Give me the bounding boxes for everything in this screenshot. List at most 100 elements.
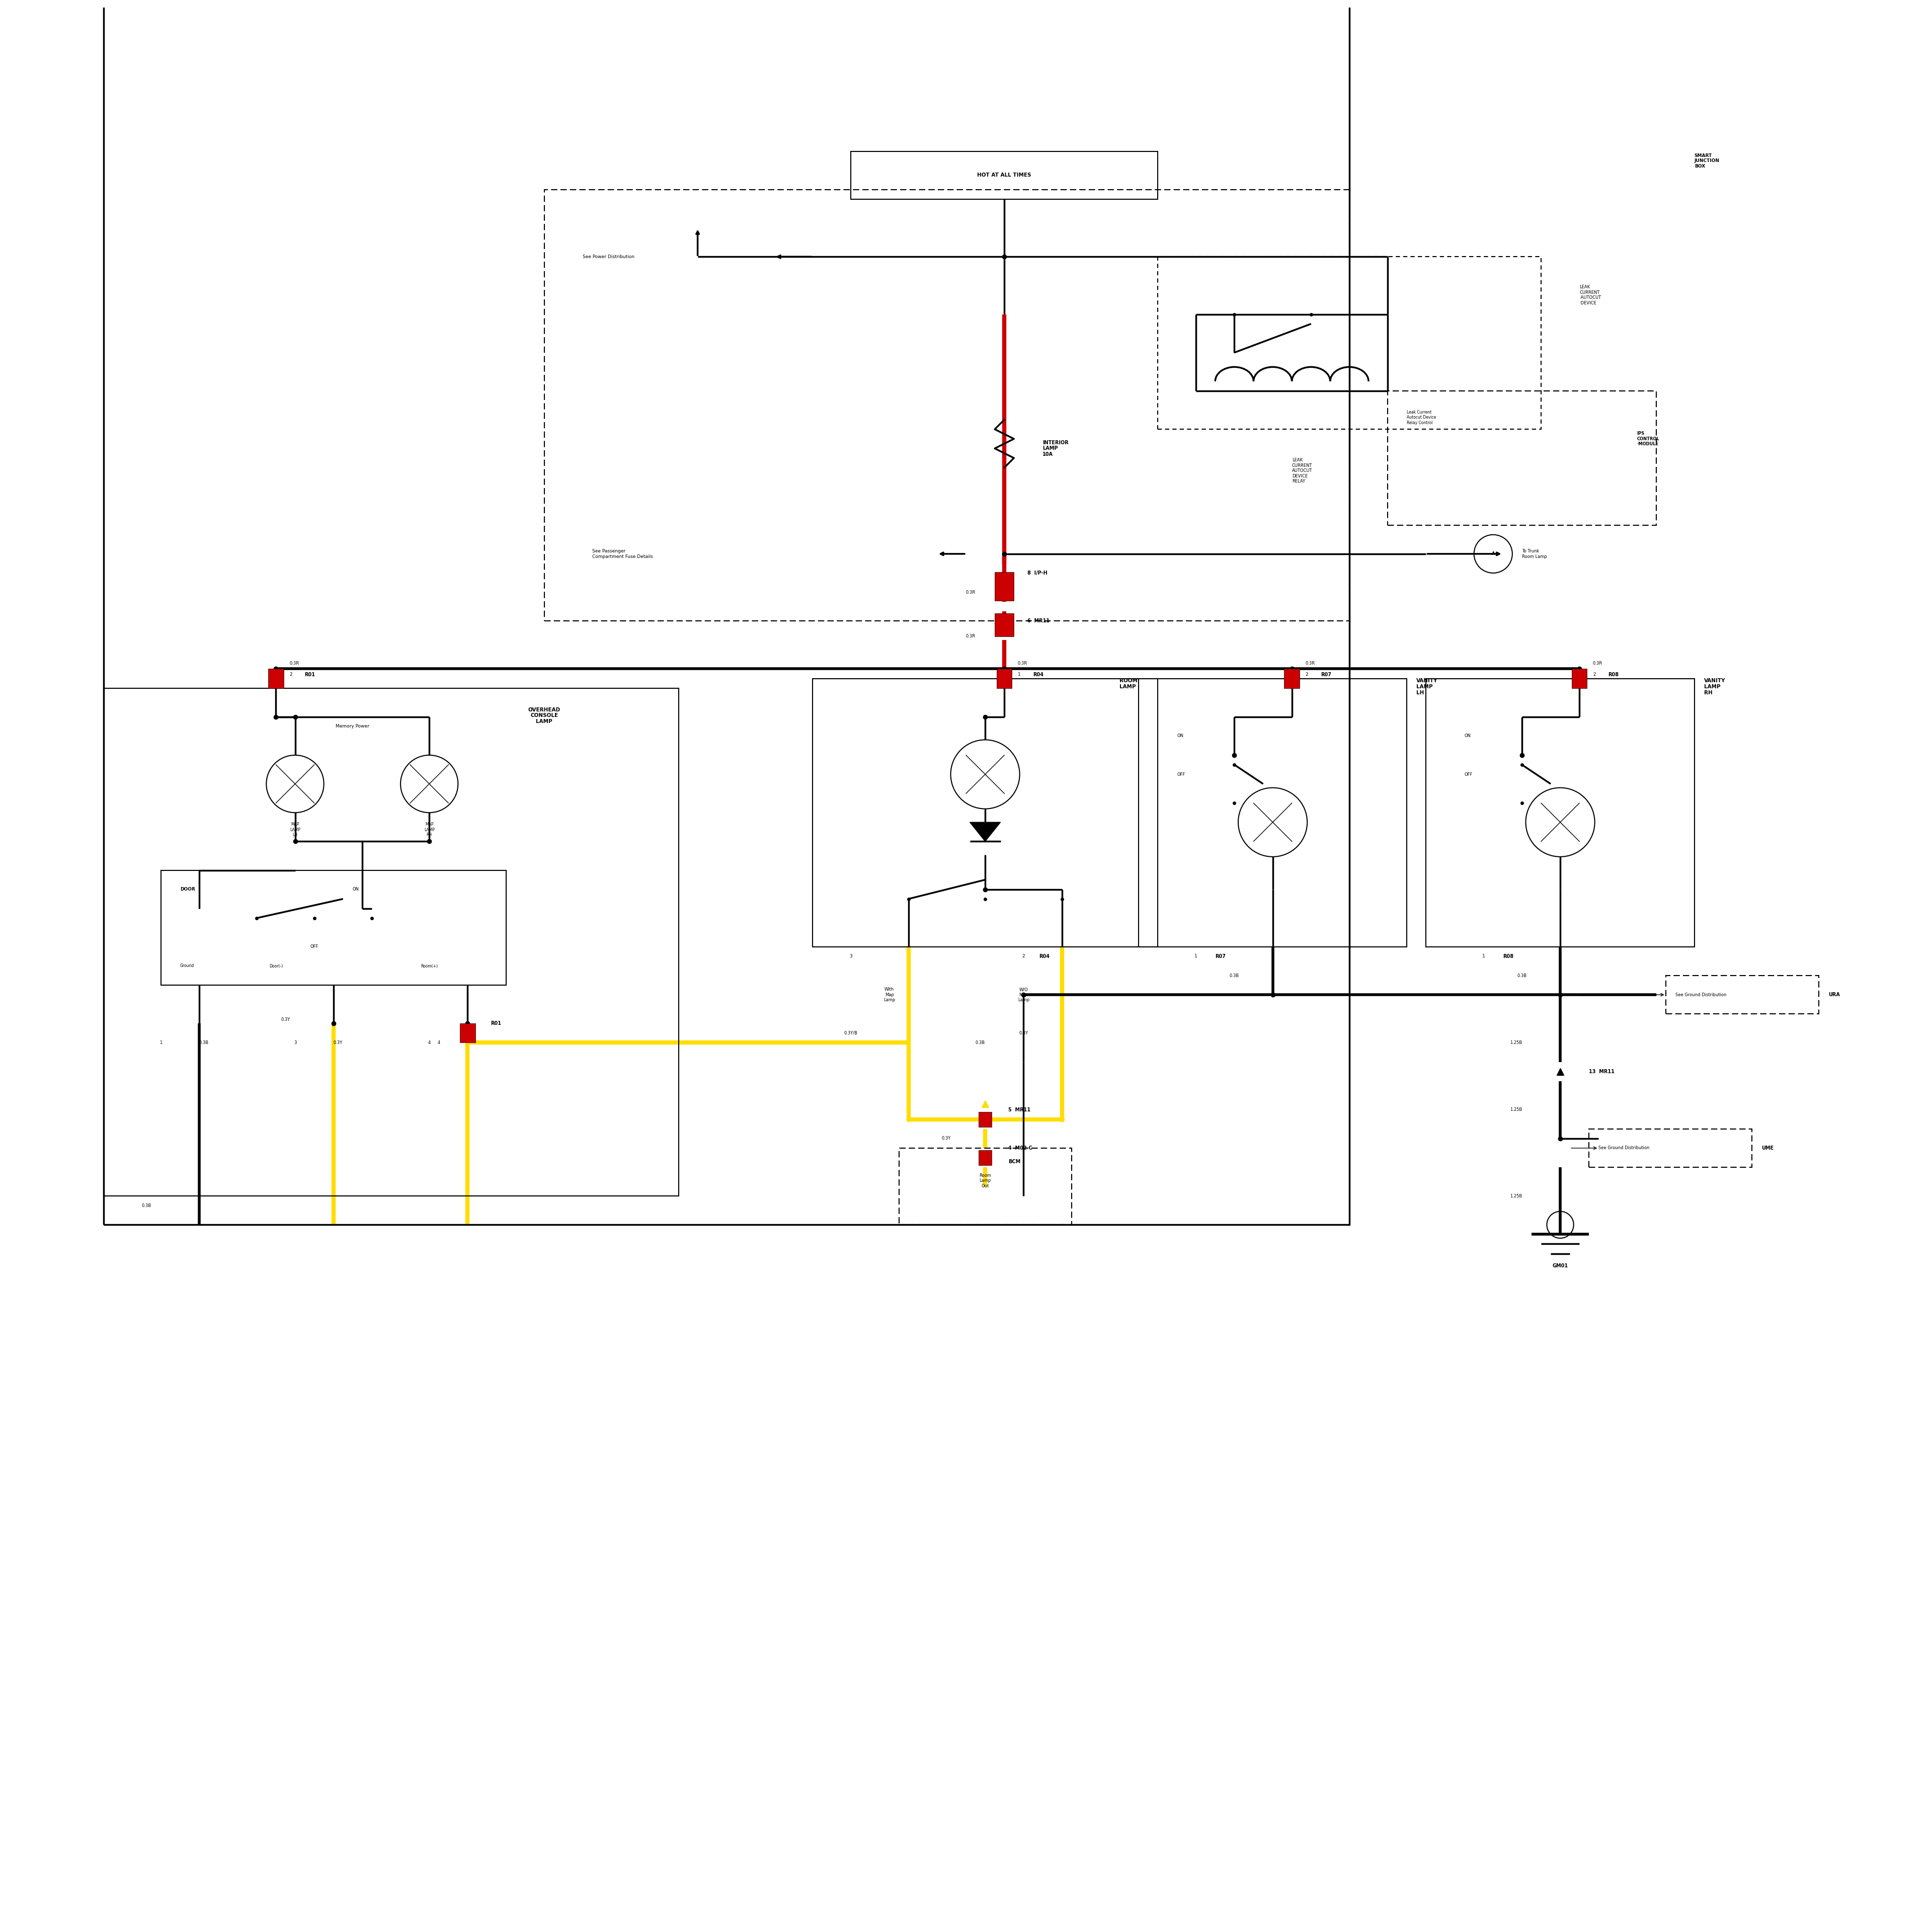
- Text: UME: UME: [1762, 1146, 1774, 1151]
- Text: 0.3B: 0.3B: [1517, 974, 1526, 978]
- Polygon shape: [970, 823, 1001, 842]
- Text: BCM: BCM: [1009, 1159, 1020, 1165]
- Bar: [269, 668, 284, 688]
- Text: Room(+): Room(+): [421, 964, 439, 968]
- Text: 0.3R: 0.3R: [1592, 661, 1602, 665]
- Text: 3: 3: [294, 1041, 296, 1045]
- Text: To Trunk
Room Lamp: To Trunk Room Lamp: [1522, 549, 1548, 558]
- Text: 0.3B: 0.3B: [976, 1041, 985, 1045]
- Text: 4: 4: [429, 1041, 431, 1045]
- Text: Memory Power: Memory Power: [336, 725, 369, 728]
- Bar: [995, 612, 1014, 636]
- Bar: [104, 0, 1349, 1225]
- Text: 0.3R: 0.3R: [966, 634, 976, 639]
- Text: 4  M02-C: 4 M02-C: [1009, 1146, 1032, 1151]
- Text: See Ground Distribution: See Ground Distribution: [1675, 993, 1727, 997]
- Text: URA: URA: [1828, 993, 1839, 997]
- Text: 0.3R: 0.3R: [1018, 661, 1028, 665]
- Text: 0.3Y: 0.3Y: [280, 1018, 290, 1022]
- Text: INTERIOR
LAMP
10A: INTERIOR LAMP 10A: [1043, 440, 1068, 456]
- Text: DOOR: DOOR: [180, 887, 195, 891]
- Text: Room
Lamp
Out: Room Lamp Out: [980, 1173, 991, 1188]
- Text: SMART
JUNCTION
BOX: SMART JUNCTION BOX: [1694, 153, 1719, 168]
- Text: 1: 1: [160, 1041, 162, 1045]
- Text: 0.3R: 0.3R: [1306, 661, 1316, 665]
- Text: LEAK
CURRENT
AUTOCUT
DEVICE
RELAY: LEAK CURRENT AUTOCUT DEVICE RELAY: [1293, 458, 1312, 483]
- Text: 0.3B: 0.3B: [199, 1041, 209, 1045]
- Text: GM01: GM01: [1553, 1264, 1569, 1267]
- Text: IPS
CONTROL
·MODULE: IPS CONTROL ·MODULE: [1636, 431, 1660, 446]
- Bar: [995, 572, 1014, 601]
- Text: 0.3B: 0.3B: [141, 1204, 151, 1208]
- Bar: [850, 151, 1157, 199]
- Text: With
Map
Lamp: With Map Lamp: [883, 987, 895, 1003]
- Text: ON: ON: [354, 887, 359, 891]
- Text: 0.3Y: 0.3Y: [1018, 1032, 1028, 1036]
- Bar: [1426, 678, 1694, 947]
- Text: ON: ON: [1177, 734, 1184, 738]
- Text: HOT AT ALL TIMES: HOT AT ALL TIMES: [978, 172, 1032, 178]
- Text: A: A: [1492, 553, 1495, 556]
- Text: 0.3Y/B: 0.3Y/B: [844, 1032, 858, 1036]
- Bar: [898, 1148, 1072, 1225]
- Text: 0.3Y: 0.3Y: [334, 1041, 342, 1045]
- Bar: [813, 678, 1157, 947]
- Bar: [460, 1024, 475, 1043]
- Text: 2: 2: [1306, 672, 1308, 676]
- Text: OFF: OFF: [1177, 773, 1184, 777]
- Text: R01: R01: [305, 672, 315, 676]
- Text: MAP
LAMP
LH: MAP LAMP LH: [290, 823, 299, 837]
- Bar: [978, 1111, 991, 1126]
- Text: 3: 3: [850, 954, 852, 958]
- Bar: [1573, 668, 1586, 688]
- Bar: [1285, 668, 1300, 688]
- Text: 1.25B: 1.25B: [1509, 1194, 1522, 1198]
- Text: See Power Distribution: See Power Distribution: [583, 255, 634, 259]
- Text: W/O
Map
Lamp: W/O Map Lamp: [1018, 987, 1030, 1003]
- Text: VANITY
LAMP
RH: VANITY LAMP RH: [1704, 678, 1725, 696]
- Bar: [104, 688, 678, 1196]
- Text: R08: R08: [1503, 954, 1513, 958]
- Text: 6  MR11: 6 MR11: [1028, 618, 1049, 624]
- Text: OVERHEAD
CONSOLE
LAMP: OVERHEAD CONSOLE LAMP: [527, 707, 560, 725]
- Text: OFF: OFF: [311, 945, 319, 949]
- Bar: [997, 668, 1012, 688]
- Text: 13  MR11: 13 MR11: [1588, 1068, 1615, 1074]
- Text: ROOM
LAMP: ROOM LAMP: [1119, 678, 1138, 690]
- Text: 4: 4: [437, 1041, 440, 1045]
- Text: R01: R01: [491, 1020, 500, 1026]
- Text: 2: 2: [1592, 672, 1596, 676]
- Text: 5  MR11: 5 MR11: [1009, 1107, 1030, 1113]
- Bar: [1138, 678, 1406, 947]
- Text: R04: R04: [1034, 672, 1043, 676]
- Text: 0.3R: 0.3R: [966, 589, 976, 595]
- Text: LEAK
CURRENT
·AUTOCUT
·DEVICE: LEAK CURRENT ·AUTOCUT ·DEVICE: [1580, 286, 1602, 305]
- Text: 1: 1: [1018, 672, 1020, 676]
- Text: VANITY
LAMP
LH: VANITY LAMP LH: [1416, 678, 1437, 696]
- Text: 1.25B: 1.25B: [1509, 1041, 1522, 1045]
- Text: Ground: Ground: [180, 964, 195, 968]
- Bar: [1588, 1128, 1752, 1167]
- Text: Leak Current
Autocut Device
Relay Control: Leak Current Autocut Device Relay Contro…: [1406, 410, 1435, 425]
- Bar: [1665, 976, 1820, 1014]
- Text: R07: R07: [1215, 954, 1225, 958]
- Text: See Passenger
Compartment Fuse Details: See Passenger Compartment Fuse Details: [593, 549, 653, 558]
- Text: OFF: OFF: [1464, 773, 1472, 777]
- Text: R08: R08: [1607, 672, 1619, 676]
- Text: 2: 2: [290, 672, 292, 676]
- Text: See Ground Distribution: See Ground Distribution: [1598, 1146, 1650, 1150]
- Text: R07: R07: [1321, 672, 1331, 676]
- Text: 1.25B: 1.25B: [1509, 1107, 1522, 1113]
- Text: 0.3Y: 0.3Y: [941, 1136, 951, 1140]
- Text: MAP
LAMP
RH: MAP LAMP RH: [423, 823, 435, 837]
- Text: ON: ON: [1464, 734, 1470, 738]
- Bar: [545, 189, 1349, 620]
- Bar: [978, 1150, 991, 1165]
- Text: 8  I/P-H: 8 I/P-H: [1028, 570, 1047, 576]
- Text: 1: 1: [1482, 954, 1486, 958]
- Text: 0.3B: 0.3B: [1229, 974, 1238, 978]
- Text: 2: 2: [1022, 954, 1024, 958]
- Text: 1: 1: [1194, 954, 1198, 958]
- Text: 0.3R: 0.3R: [290, 661, 299, 665]
- Bar: [1387, 390, 1656, 526]
